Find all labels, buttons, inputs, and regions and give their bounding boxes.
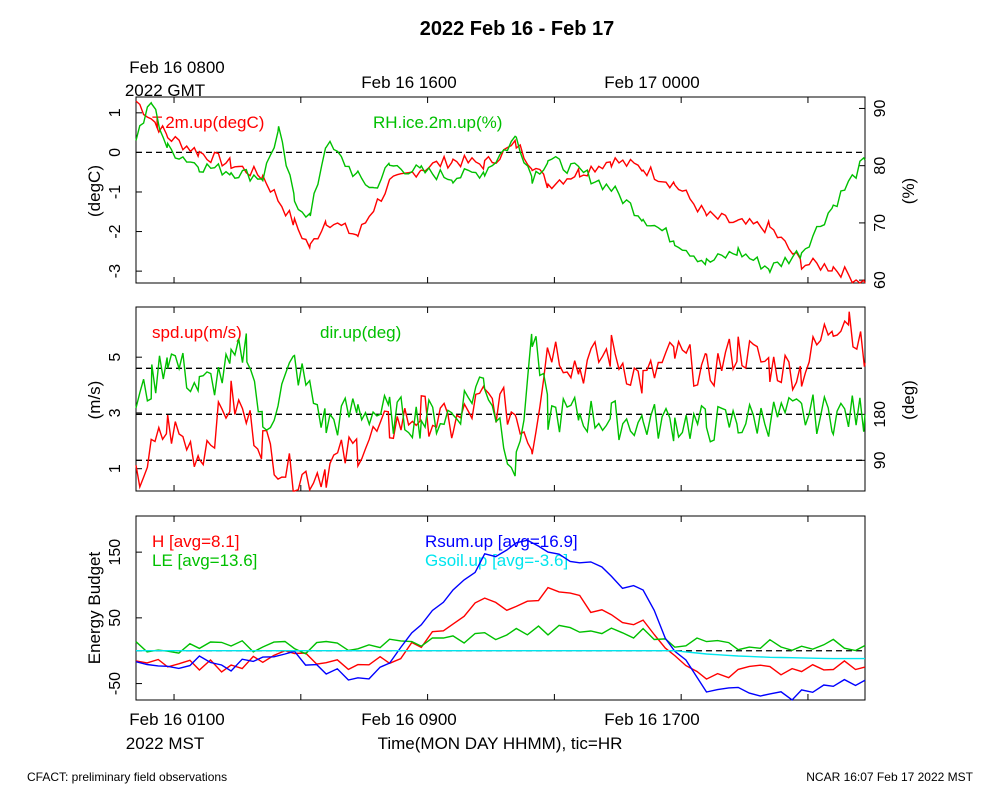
panel-frame [135, 306, 866, 492]
series-line-green-1 [135, 624, 866, 655]
y-tick-label-left-3: -2 [107, 224, 124, 238]
y-tick-label-left-2: 5 [107, 353, 124, 362]
series-line-red-0 [135, 311, 866, 492]
legend-wind-speed: spd.up(m/s) [152, 323, 242, 342]
legend-temperature: T.2m.up(degC) [152, 113, 264, 132]
y-tick-label-right-3: 60 [872, 271, 889, 289]
panel1-left-axis-label: (degC) [85, 165, 104, 217]
top-time-label-1: 2022 GMT [125, 81, 205, 100]
y-tick-label-left-0: 1 [107, 108, 124, 117]
y-tick-label-left-0: -50 [107, 672, 124, 695]
legend-humidity: RH.ice.2m.up(%) [373, 113, 502, 132]
bottom-time-label-0: Feb 16 0100 [129, 710, 224, 729]
panel1-right-axis-label: (%) [899, 178, 918, 204]
bottom-time-label-2: Feb 16 0900 [361, 710, 456, 729]
panel-temperature-humidity: (degC) (%) T.2m.up(degC) RH.ice.2m.up(%)… [85, 96, 918, 289]
panel-frame [135, 96, 866, 284]
y-tick-label-right-0: 90 [872, 451, 889, 469]
y-tick-label-left-2: 150 [107, 539, 124, 566]
footer-right: NCAR 16:07 Feb 17 2022 MST [806, 770, 973, 784]
y-tick-label-left-1: 3 [107, 408, 124, 417]
panel3-y-axis-label: Energy Budget [85, 551, 104, 664]
top-time-label-2: Feb 16 1600 [361, 73, 456, 92]
panel-frame [135, 515, 866, 701]
series-line-green-1 [135, 101, 866, 275]
y-tick-label-left-2: -1 [107, 185, 124, 199]
footer-left: CFACT: preliminary field observations [27, 770, 227, 784]
bottom-time-label-1: 2022 MST [126, 734, 204, 753]
series-line-red-0 [135, 586, 866, 680]
panel-energy-budget: Energy Budget H [avg=8.1] LE [avg=13.6] … [85, 515, 866, 701]
y-tick-label-left-1: 0 [107, 148, 124, 157]
chart-title: 2022 Feb 16 - Feb 17 [420, 18, 615, 40]
top-time-label-0: Feb 16 0800 [129, 58, 224, 77]
series-line-cyan-3 [136, 650, 865, 660]
y-tick-label-left-1: 50 [107, 609, 124, 627]
y-tick-label-right-1: 180 [872, 401, 889, 428]
y-tick-label-left-0: 1 [107, 464, 124, 473]
y-tick-label-right-0: 90 [872, 99, 889, 117]
bottom-time-label-3: Feb 16 1700 [604, 710, 699, 729]
legend-H: H [avg=8.1] [152, 532, 239, 551]
top-time-label-3: Feb 17 0000 [604, 73, 699, 92]
y-tick-label-right-2: 70 [872, 214, 889, 232]
panel2-right-axis-label: (deg) [899, 380, 918, 420]
y-tick-label-left-4: -3 [107, 264, 124, 278]
y-tick-label-right-1: 80 [872, 157, 889, 175]
panel2-left-axis-label: (m/s) [85, 381, 104, 420]
x-axis-label: Time(MON DAY HHMM), tic=HR [378, 734, 623, 753]
panel-wind: (m/s) (deg) spd.up(m/s) dir.up(deg) 1 3 5 9… [85, 306, 918, 492]
series-line-green-1 [135, 333, 866, 477]
legend-LE: LE [avg=13.6] [152, 551, 257, 570]
legend-Gsoil: Gsoil.up [avg=-3.6] [425, 551, 568, 570]
legend-wind-direction: dir.up(deg) [320, 323, 401, 342]
series-line-blue-2 [135, 539, 866, 701]
legend-Rsum: Rsum.up [avg=16.9] [425, 532, 578, 551]
